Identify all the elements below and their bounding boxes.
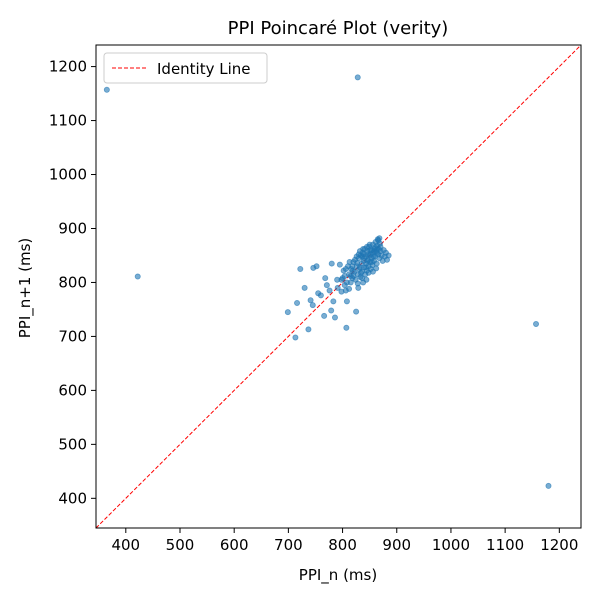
scatter-point [343, 279, 350, 286]
x-tick-label: 1100 [486, 536, 524, 554]
scatter-point [307, 297, 314, 304]
scatter-point [328, 260, 335, 267]
plot-area [95, 44, 582, 529]
scatter-point [362, 264, 369, 271]
scatter-point [323, 282, 330, 289]
x-tick-label: 1200 [540, 536, 578, 554]
y-axis-label: PPI_n+1 (ms) [16, 238, 35, 339]
scatter-point [346, 285, 353, 292]
scatter-point [356, 264, 363, 271]
x-axis: 400 500 600 700 800 900 1000 1100 1200 [111, 528, 578, 554]
scatter-point [134, 273, 141, 280]
scatter-point [305, 326, 312, 333]
x-tick-label: 800 [328, 536, 357, 554]
x-tick-label: 400 [111, 536, 140, 554]
y-axis: 400 500 600 700 800 900 1000 1100 1200 [49, 58, 96, 507]
scatter-point [322, 275, 329, 282]
scatter-point [342, 265, 349, 272]
x-tick-label: 700 [274, 536, 303, 554]
scatter-point [353, 308, 360, 315]
legend-box [103, 52, 268, 84]
x-tick-label: 1000 [432, 536, 470, 554]
y-tick-label: 700 [58, 327, 87, 345]
scatter-point [347, 272, 354, 279]
scatter-point [338, 276, 345, 283]
scatter-point [373, 260, 380, 267]
scatter-point [343, 324, 350, 331]
scatter-point [334, 284, 341, 291]
scatter-point [359, 275, 366, 282]
scatter-point [377, 243, 384, 250]
scatter-point [313, 263, 320, 270]
scatter-point [326, 287, 333, 294]
x-tick-label: 500 [166, 536, 195, 554]
scatter-point [309, 302, 316, 309]
x-tick-label: 600 [220, 536, 249, 554]
scatter-point [341, 272, 348, 279]
scatter-point [297, 265, 304, 272]
y-tick-label: 1200 [49, 58, 87, 76]
y-tick-label: 1000 [49, 166, 87, 184]
y-tick-label: 800 [58, 273, 87, 291]
scatter-point [545, 482, 552, 489]
scatter-point [355, 251, 362, 258]
y-tick-label: 1100 [49, 112, 87, 130]
plot-marks [96, 45, 581, 528]
scatter-point [357, 269, 364, 276]
scatter-point [301, 284, 308, 291]
scatter-point [343, 298, 350, 305]
scatter-point [373, 265, 380, 272]
scatter-point [294, 299, 301, 306]
scatter-point [354, 74, 361, 81]
scatter-point [336, 261, 343, 268]
scatter-point [354, 280, 361, 287]
chart-title: PPI Poincaré Plot (verity) [228, 18, 449, 39]
scatter-point [284, 309, 291, 316]
y-tick-label: 900 [58, 219, 87, 237]
y-tick-label: 600 [58, 381, 87, 399]
scatter-point [292, 334, 299, 341]
y-tick-label: 400 [58, 489, 87, 507]
scatter-point [317, 292, 324, 299]
scatter-point [349, 267, 356, 274]
scatter-point [533, 321, 540, 328]
y-tick-label: 500 [58, 435, 87, 453]
legend-label: Identity Line [157, 60, 251, 78]
plot-frame [95, 44, 582, 529]
scatter-point [376, 235, 383, 242]
scatter-point [360, 245, 367, 252]
scatter-point [321, 312, 328, 319]
scatter-point [385, 252, 392, 259]
scatter-point [331, 314, 338, 321]
scatter-point [364, 257, 371, 264]
scatter-point [103, 86, 110, 93]
x-axis-label: PPI_n (ms) [299, 566, 377, 585]
scatter-point [328, 307, 335, 314]
scatter-point [354, 260, 361, 267]
scatter-point [365, 269, 372, 276]
legend: Identity Line [103, 52, 268, 84]
scatter-point [330, 298, 337, 305]
x-tick-label: 900 [382, 536, 411, 554]
